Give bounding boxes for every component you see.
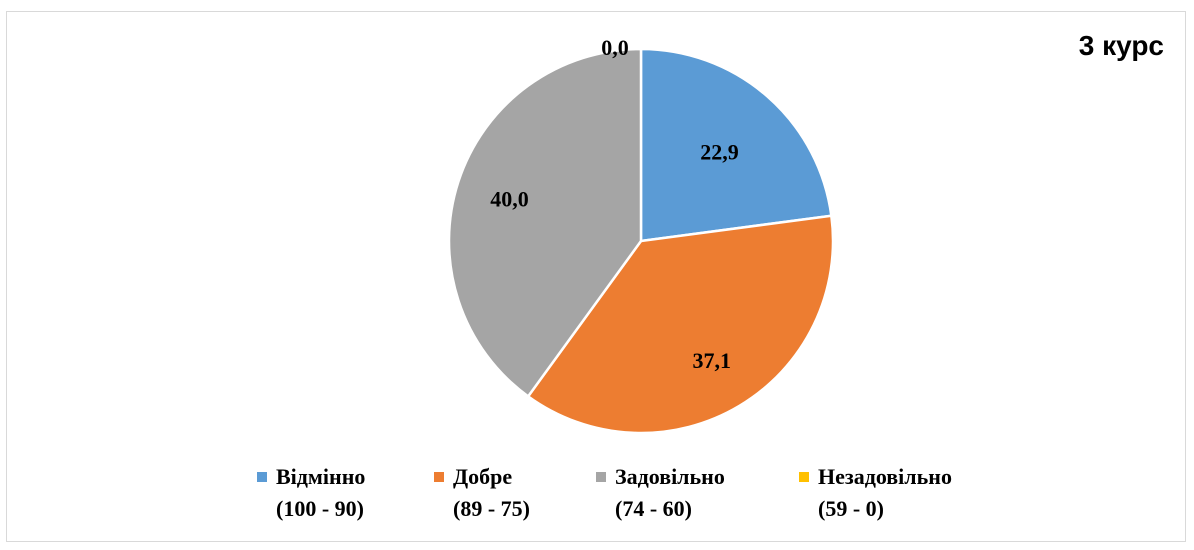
legend-range: (59 - 0) [818, 496, 884, 521]
data-label-unsatisfactory: 0,0 [601, 35, 629, 60]
legend-label: Добре [453, 464, 513, 489]
legend-swatch-satisfactory [596, 472, 606, 482]
legend-swatch-unsatisfactory [799, 472, 809, 482]
pie-slice-satisfactory [447, 47, 643, 399]
data-label-good: 37,1 [692, 348, 731, 373]
legend-label: Відмінно [276, 464, 366, 489]
data-label-excellent: 22,9 [700, 139, 739, 164]
legend-label: Незадовільно [818, 464, 952, 489]
legend-swatch-excellent [257, 472, 267, 482]
legend-range: (100 - 90) [276, 496, 364, 521]
legend-label: Задовільно [615, 464, 725, 489]
pie-slice-good [526, 214, 835, 435]
legend-swatch-good [434, 472, 444, 482]
legend: Відмінно (100 - 90) Добре (89 - 75) Задо… [0, 462, 1194, 542]
data-label-satisfactory: 40,0 [490, 186, 529, 211]
legend-range: (89 - 75) [453, 496, 530, 521]
pie-slice-excellent [639, 47, 833, 243]
chart-title: 3 курс [1078, 30, 1164, 61]
legend-range: (74 - 60) [615, 496, 692, 521]
